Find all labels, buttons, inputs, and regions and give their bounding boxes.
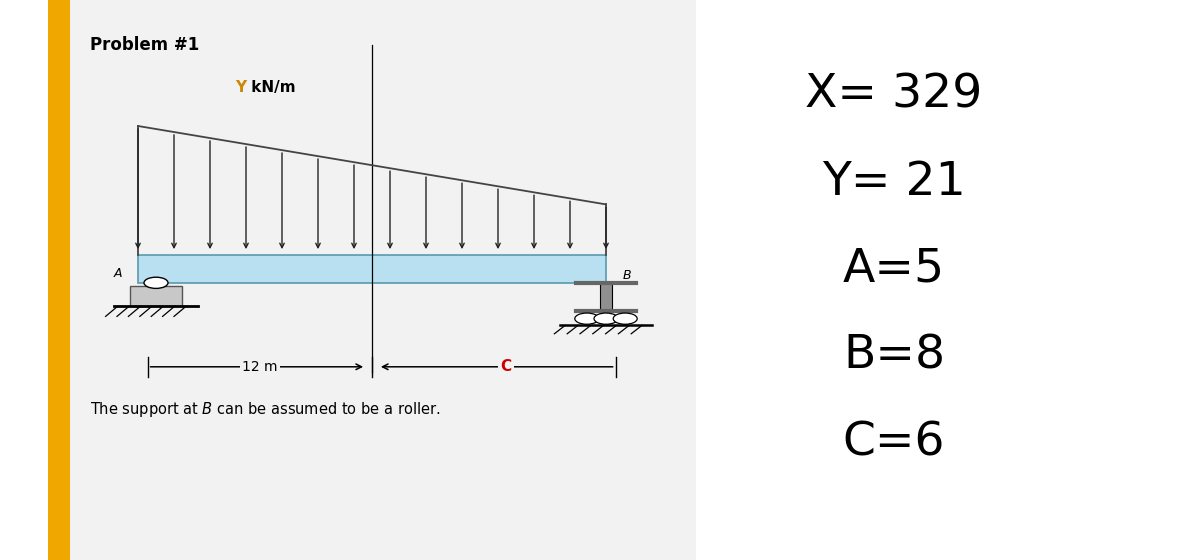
Text: 12 m: 12 m xyxy=(242,360,277,374)
FancyBboxPatch shape xyxy=(138,255,606,283)
Circle shape xyxy=(575,313,599,324)
FancyBboxPatch shape xyxy=(48,0,70,560)
Text: kN/m: kN/m xyxy=(246,80,295,95)
Text: A: A xyxy=(114,267,122,280)
Text: A=5: A=5 xyxy=(842,246,946,291)
Text: Y= 21: Y= 21 xyxy=(822,160,966,204)
Text: C: C xyxy=(500,360,511,374)
Text: C=6: C=6 xyxy=(842,420,946,465)
Text: B: B xyxy=(623,269,631,282)
Circle shape xyxy=(594,313,618,324)
Text: The support at $B$ can be assumed to be a roller.: The support at $B$ can be assumed to be … xyxy=(90,400,440,419)
Circle shape xyxy=(144,277,168,288)
FancyBboxPatch shape xyxy=(48,0,696,560)
Circle shape xyxy=(613,313,637,324)
FancyBboxPatch shape xyxy=(600,283,612,311)
Polygon shape xyxy=(130,286,182,306)
Text: B=8: B=8 xyxy=(842,333,946,378)
Text: X= 329: X= 329 xyxy=(805,73,983,118)
Text: Y: Y xyxy=(235,80,246,95)
Text: Problem #1: Problem #1 xyxy=(90,36,199,54)
